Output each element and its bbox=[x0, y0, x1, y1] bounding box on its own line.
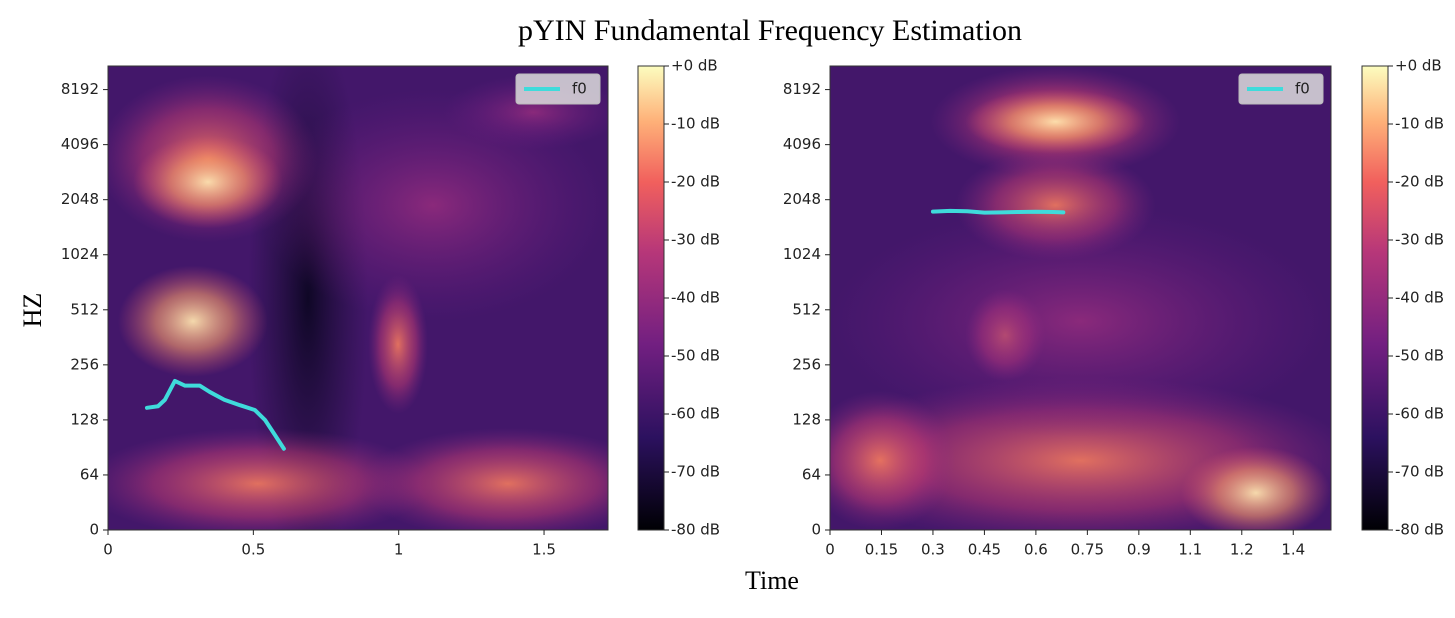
spectrogram bbox=[830, 66, 1331, 530]
colorbar-tick-label: -10 dB bbox=[1395, 115, 1444, 133]
y-tick-label: 512 bbox=[70, 300, 99, 318]
x-tick-label: 0 bbox=[825, 541, 835, 559]
y-tick-label: 1024 bbox=[783, 245, 821, 263]
spectrogram-blob bbox=[118, 265, 268, 377]
colorbar-tick-label: +0 dB bbox=[1395, 57, 1442, 75]
y-tick-label: 128 bbox=[70, 410, 99, 428]
spectrogram-blob bbox=[358, 427, 608, 530]
spectrogram-blob bbox=[108, 427, 433, 530]
y-tick-label: 2048 bbox=[783, 190, 821, 208]
y-tick-label: 256 bbox=[792, 355, 821, 373]
plot-frame bbox=[829, 65, 1332, 531]
y-tick-label: 0 bbox=[89, 521, 99, 539]
colorbar-tick-label: -80 dB bbox=[1395, 521, 1444, 539]
x-tick-label: 0.9 bbox=[1127, 541, 1151, 559]
x-tick-label: 1.1 bbox=[1178, 541, 1202, 559]
y-tick-label: 64 bbox=[80, 465, 99, 483]
colorbar-tick-label: -60 dB bbox=[671, 405, 720, 423]
spectrogram bbox=[108, 66, 608, 530]
y-tick-label: 128 bbox=[792, 410, 821, 428]
colorbar-tick-label: -30 dB bbox=[1395, 231, 1444, 249]
x-tick-label: 1.5 bbox=[532, 541, 556, 559]
y-tick-label: 4096 bbox=[61, 135, 99, 153]
x-axis-label: Time bbox=[745, 566, 799, 595]
x-tick-label: 1 bbox=[394, 541, 404, 559]
y-tick-label: 512 bbox=[792, 300, 821, 318]
colorbar-tick-label: -40 dB bbox=[1395, 289, 1444, 307]
legend-label: f0 bbox=[1295, 80, 1310, 98]
y-tick-label: 8192 bbox=[61, 80, 99, 98]
spectrogram-blob bbox=[965, 89, 1146, 155]
y-tick-label: 8192 bbox=[783, 80, 821, 98]
colorbar-tick-label: -80 dB bbox=[671, 521, 720, 539]
spectrogram-blob bbox=[258, 89, 608, 322]
colorbar-tick-label: -20 dB bbox=[1395, 173, 1444, 191]
spectrogram-blob bbox=[830, 390, 956, 530]
legend-label: f0 bbox=[572, 80, 587, 98]
x-tick-label: 1.4 bbox=[1281, 541, 1305, 559]
colorbar-tick-label: -40 dB bbox=[671, 289, 720, 307]
x-tick-label: 0 bbox=[103, 541, 113, 559]
x-tick-label: 0.3 bbox=[921, 541, 945, 559]
x-tick-label: 0.75 bbox=[1071, 541, 1104, 559]
colorbar-tick-label: -70 dB bbox=[1395, 463, 1444, 481]
colorbar-tick-label: +0 dB bbox=[671, 57, 718, 75]
spectrogram-blob bbox=[133, 135, 283, 229]
y-tick-label: 0 bbox=[811, 521, 821, 539]
y-tick-label: 64 bbox=[802, 465, 821, 483]
y-tick-label: 2048 bbox=[61, 190, 99, 208]
colorbar-tick-label: -70 dB bbox=[671, 463, 720, 481]
x-tick-label: 0.6 bbox=[1024, 541, 1048, 559]
plot-frame bbox=[107, 65, 609, 531]
f0-line bbox=[144, 378, 286, 451]
y-tick-label: 256 bbox=[70, 355, 99, 373]
x-tick-label: 1.2 bbox=[1230, 541, 1254, 559]
colorbar-tick-label: -50 dB bbox=[671, 347, 720, 365]
colorbar-tick-label: -10 dB bbox=[671, 115, 720, 133]
colorbar-tick-label: -30 dB bbox=[671, 231, 720, 249]
x-tick-label: 0.45 bbox=[968, 541, 1001, 559]
y-tick-label: 1024 bbox=[61, 245, 99, 263]
colorbar-tick-label: -50 dB bbox=[1395, 347, 1444, 365]
f0-line bbox=[930, 208, 1066, 215]
y-axis-label: HZ bbox=[18, 293, 47, 328]
spectrogram-blob bbox=[830, 205, 1331, 438]
colorbar-tick-label: -20 dB bbox=[671, 173, 720, 191]
figure-title: pYIN Fundamental Frequency Estimation bbox=[518, 14, 1022, 47]
x-tick-label: 0.5 bbox=[241, 541, 265, 559]
colorbar bbox=[637, 65, 665, 531]
x-tick-label: 0.15 bbox=[865, 541, 898, 559]
spectrogram-blob bbox=[1180, 446, 1331, 530]
y-tick-label: 4096 bbox=[783, 135, 821, 153]
colorbar bbox=[1361, 65, 1389, 531]
colorbar-tick-label: -60 dB bbox=[1395, 405, 1444, 423]
